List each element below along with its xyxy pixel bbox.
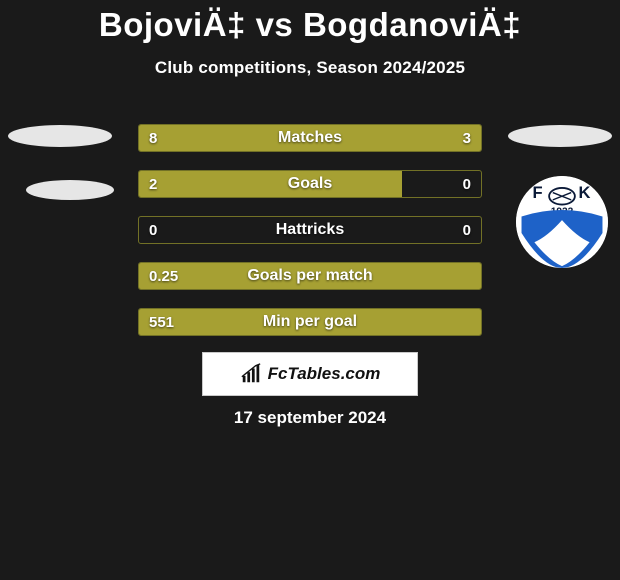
club-badge-svg: F K 1922 [516, 176, 608, 268]
attribution-text: FcTables.com [268, 364, 381, 384]
bar-label: Goals [139, 171, 481, 197]
bar-row-hattricks: 0 Hattricks 0 [138, 216, 482, 244]
comparison-bars: 8 Matches 3 2 Goals 0 0 Hattricks 0 0.25… [138, 124, 482, 354]
bar-row-min-per-goal: 551 Min per goal [138, 308, 482, 336]
attribution-box[interactable]: FcTables.com [202, 352, 418, 396]
page-subtitle: Club competitions, Season 2024/2025 [0, 58, 620, 78]
date-text: 17 september 2024 [0, 408, 620, 428]
bar-label: Goals per match [139, 263, 481, 289]
bar-right-value: 0 [463, 217, 471, 243]
club-badge-letter-f: F [533, 183, 543, 202]
bar-label: Hattricks [139, 217, 481, 243]
bar-row-goals-per-match: 0.25 Goals per match [138, 262, 482, 290]
player-right-logo-ellipse [508, 125, 612, 147]
club-badge: F K 1922 [516, 176, 608, 268]
player-left-logo-ellipse-2 [26, 180, 114, 200]
bar-row-matches: 8 Matches 3 [138, 124, 482, 152]
bar-label: Min per goal [139, 309, 481, 335]
player-left-logo-ellipse-1 [8, 125, 112, 147]
bar-row-goals: 2 Goals 0 [138, 170, 482, 198]
club-badge-letter-k: K [579, 183, 591, 202]
bar-right-value: 3 [463, 125, 471, 151]
bar-right-value: 0 [463, 171, 471, 197]
bar-label: Matches [139, 125, 481, 151]
bar-chart-icon [240, 363, 262, 385]
page-title: BojoviÄ‡ vs BogdanoviÄ‡ [0, 0, 620, 44]
